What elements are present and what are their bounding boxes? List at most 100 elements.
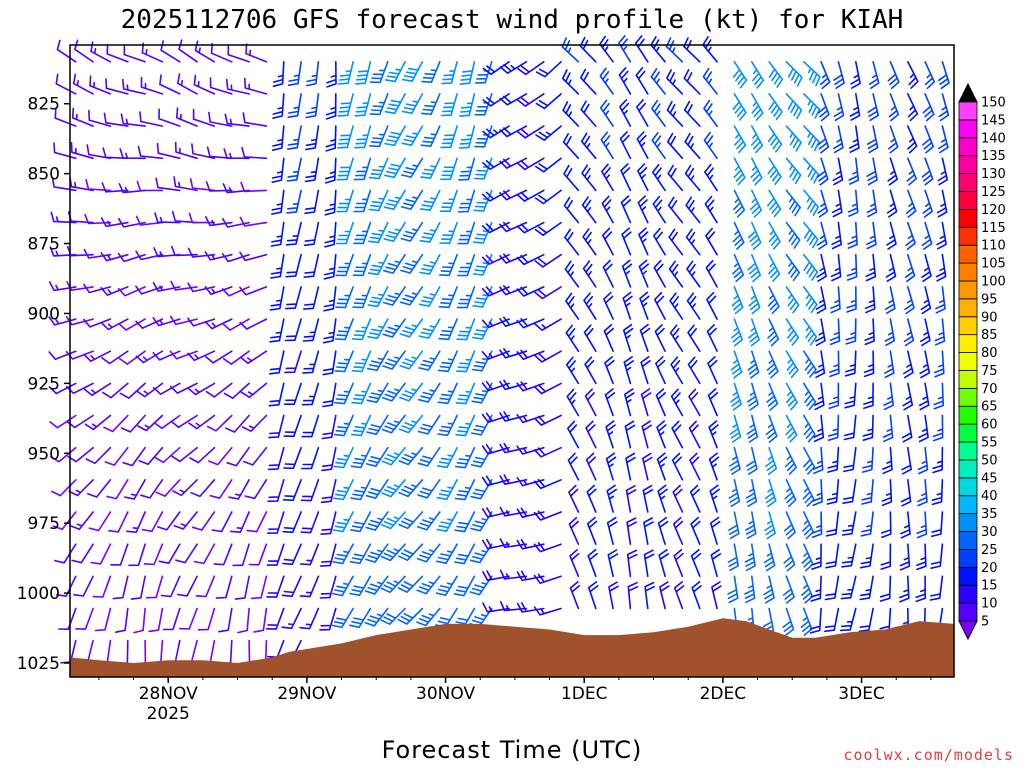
wind-barb: [323, 286, 337, 312]
wind-barb: [517, 93, 545, 107]
wind-barb: [83, 283, 112, 294]
wind-barb: [600, 99, 614, 127]
wind-barb: [706, 291, 718, 320]
wind-barb: [174, 141, 198, 160]
wind-barb: [922, 93, 935, 122]
wind-barb: [813, 414, 825, 443]
wind-barb: [112, 575, 129, 600]
wind-barb: [322, 318, 337, 344]
wind-barb: [171, 446, 198, 463]
wind-barb: [69, 511, 94, 530]
wind-barb: [636, 99, 649, 127]
wind-barb: [118, 318, 146, 331]
wind-barb: [148, 607, 164, 633]
wind-barb: [669, 324, 684, 352]
wind-barb: [459, 93, 476, 117]
wind-barb: [937, 157, 949, 186]
wind-barb: [481, 507, 510, 518]
wind-barb: [686, 292, 701, 320]
wind-barb: [94, 607, 112, 632]
wind-barb: [416, 543, 441, 563]
colorbar-swatch: [958, 262, 978, 282]
wind-barb: [154, 446, 181, 464]
wind-barb: [906, 189, 917, 218]
wind-barb: [879, 575, 892, 602]
wind-barb: [567, 452, 580, 481]
wind-barb: [886, 221, 897, 250]
wind-barb: [884, 318, 896, 346]
wind-barb: [702, 67, 718, 95]
wind-barb: [120, 414, 146, 433]
wind-barb: [803, 189, 819, 216]
wind-barb: [626, 517, 637, 545]
colorbar-swatch: [958, 405, 978, 425]
wind-barb: [812, 479, 823, 506]
wind-barb: [384, 93, 406, 115]
wind-barb: [169, 382, 198, 394]
wind-barb: [351, 382, 372, 405]
wind-barb: [703, 99, 718, 127]
wind-barb: [455, 382, 476, 405]
wind-barb: [637, 163, 649, 192]
wind-barb: [140, 76, 164, 95]
wind-barb: [534, 350, 562, 363]
wind-barb: [499, 61, 528, 74]
wind-barb: [915, 575, 926, 603]
colorbar-swatch: [958, 459, 978, 479]
wind-barb: [397, 607, 424, 625]
wind-barb: [605, 420, 616, 449]
wind-barb: [900, 511, 911, 539]
wind-barb: [417, 479, 441, 499]
colorbar-label: 135: [981, 149, 1006, 164]
colorbar-swatch: [958, 244, 978, 264]
wind-barb: [887, 61, 900, 90]
wind-barb: [883, 350, 895, 379]
wind-barb: [828, 382, 840, 410]
wind-barb: [383, 253, 406, 274]
wind-barb: [728, 479, 741, 507]
wind-barb: [831, 189, 843, 218]
wind-barb: [192, 108, 216, 127]
wind-barb: [88, 109, 112, 127]
wind-barb: [253, 607, 268, 633]
wind-barb: [817, 189, 829, 218]
wind-barb: [222, 218, 250, 228]
wind-barb: [568, 516, 580, 545]
wind-barb: [668, 228, 684, 256]
wind-barb: [624, 420, 636, 449]
wind-barb: [887, 157, 898, 186]
colorbar-label: 65: [981, 400, 998, 415]
wind-barb: [286, 189, 302, 214]
wind-barb: [383, 189, 406, 210]
wind-barb: [567, 420, 580, 449]
wind-barb: [840, 575, 857, 600]
wind-barb: [269, 286, 285, 311]
wind-barb: [703, 131, 718, 160]
wind-barb: [816, 157, 829, 186]
wind-barb: [862, 414, 874, 441]
wind-barb: [268, 414, 285, 439]
wind-barb: [152, 350, 181, 361]
wind-barb: [566, 388, 580, 417]
colorbar-label: 75: [981, 364, 998, 379]
wind-barb: [325, 93, 337, 120]
wind-barb: [439, 189, 458, 212]
wind-barb: [839, 607, 857, 632]
wind-barb: [861, 446, 874, 473]
wind-barb: [832, 157, 844, 186]
wind-barb: [499, 569, 528, 580]
wind-barb: [187, 282, 216, 293]
wind-barb: [283, 382, 302, 405]
wind-barb: [481, 444, 510, 455]
wind-barb: [621, 227, 632, 256]
wind-barb: [286, 157, 302, 182]
wind-barb: [516, 221, 545, 234]
wind-barb: [683, 100, 701, 127]
wind-barb: [585, 420, 597, 449]
wind-barb: [785, 414, 798, 443]
wind-barb: [269, 318, 285, 343]
wind-barb: [380, 543, 406, 562]
colorbar: 5 10 15 20 25 30 35 40 45 50 55 60 65 70 75 80 85 90 95 100…: [958, 82, 1006, 641]
wind-barb: [75, 607, 94, 630]
wind-barb: [83, 248, 112, 259]
